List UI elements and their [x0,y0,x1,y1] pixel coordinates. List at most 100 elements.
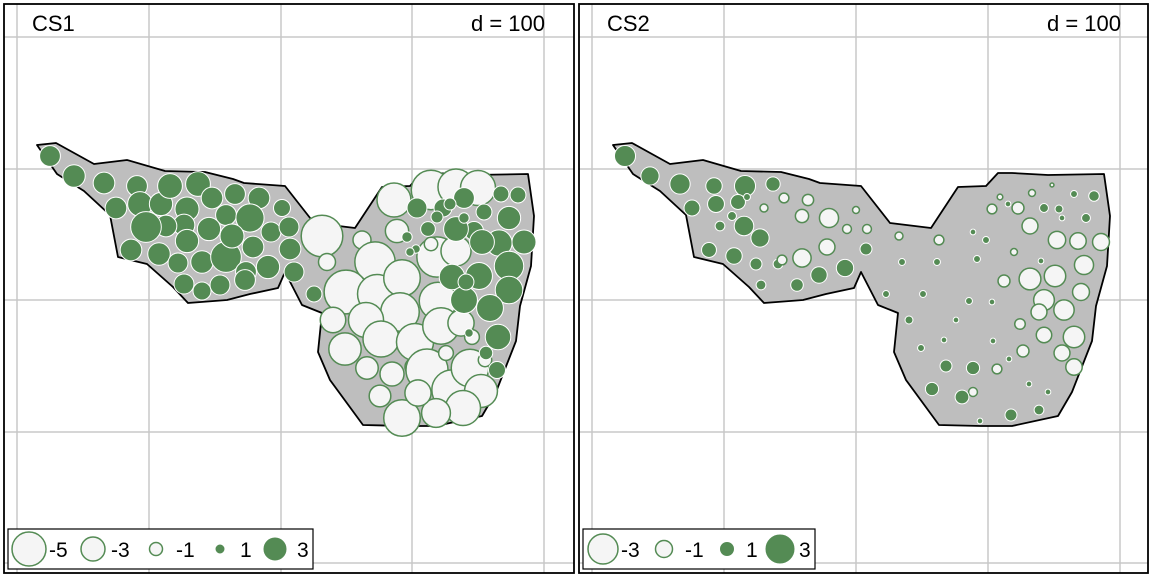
bubble-negative [1053,344,1071,362]
bubble-positive [1039,203,1049,213]
bubble-positive [965,297,973,305]
legend-symbol-neg-5 [11,531,47,567]
bubble-positive [940,336,948,344]
bubble-positive [1004,408,1018,422]
legend-label-neg-1: -1 [685,539,704,562]
bubble-negative [1091,232,1111,252]
bubble-negative [759,203,769,213]
bubble-positive [988,298,996,306]
bubble-positive [982,236,990,244]
bubble-negative [986,203,998,215]
legend-label-pos-1: 1 [240,539,252,562]
bubble-positive [755,279,767,291]
bubble-positive [219,223,245,249]
panel-cs1: CS1 d = 100 -5 -3 -1 1 3 [3,3,575,574]
bubble-negative [967,386,979,398]
bubble-positive [192,281,212,301]
bubble-positive [919,290,927,298]
panel-title-cs1: CS1 [32,11,75,36]
bubble-positive [898,258,906,266]
bubble-positive [273,199,291,217]
panel-title-cs2: CS2 [607,11,650,36]
bubble-positive [1088,190,1100,202]
bubble-negative [300,214,344,258]
bubble-negative [818,238,836,256]
legend-symbol-pos-1 [719,541,735,557]
bubble-negative [818,207,840,229]
bubble-negative [362,320,400,358]
bubble-positive [1025,380,1033,388]
bubble-positive [965,360,981,376]
bubble-positive [147,242,171,266]
bubble-negative [404,379,432,407]
panel-frame-cs2 [578,3,1149,574]
bubble-positive [859,242,873,256]
panel-frame-cs1 [3,3,575,574]
bubble-positive [283,261,305,283]
bubble-positive [750,228,770,248]
bubble-negative [317,252,337,272]
bubble-positive [475,203,493,221]
bubble-positive [260,221,282,243]
scale-label-cs2: d = 100 [1047,11,1121,36]
bubble-positive [173,273,195,295]
bubble-positive [835,258,855,278]
bubbles-cs2 [613,144,1111,425]
bubble-negative [933,234,945,246]
bubble-negative [1049,182,1055,188]
bubble-negative [801,193,815,207]
bubble-negative [1030,303,1048,321]
bubble-positive [450,286,478,314]
bubble-positive [989,337,997,345]
bubble-positive [476,294,504,322]
bubble-negative [355,356,379,380]
bubble-positive [743,193,751,201]
bubble-positive [511,229,537,255]
bubble-positive [174,228,200,254]
bubble-positive [484,323,512,351]
bubble-positive [167,252,189,274]
bubble-positive [669,173,691,195]
bubble-negative [997,274,1011,288]
bubble-positive [707,195,725,213]
bubble-negative [382,258,422,298]
bubble-positive [1058,214,1066,222]
bubble-negative [1073,254,1095,276]
bubble-positive [119,238,143,262]
bubble-positive [430,210,444,224]
bubble-positive [640,166,660,186]
bubble-negative [991,363,1003,375]
bubble-negative [1047,230,1067,250]
bubble-positive [904,315,914,325]
bubble-positive [405,247,415,257]
bubble-negative [1069,232,1087,250]
bubble-positive [1037,257,1045,265]
bubble-negative [319,306,347,334]
bubble-positive [790,278,804,292]
bubble-positive [200,186,224,210]
bubbles-cs1 [39,145,537,438]
bubble-positive [976,417,984,425]
bubble-positive [443,197,457,211]
bubble-positive [406,197,428,219]
bubble-negative [1013,317,1027,331]
bubble-positive [494,275,524,305]
bubble-positive [882,290,890,298]
bubble-negative [1071,282,1091,302]
bubble-positive [1070,190,1078,198]
bubble-negative [841,223,853,235]
legend-label-neg-1: -1 [176,539,195,562]
bubble-positive [278,216,300,238]
bubble-positive [765,176,781,192]
bubble-positive [157,173,183,199]
bubble-positive [973,255,981,263]
bubble-negative [861,223,873,235]
bubble-positive [401,231,413,243]
bubble-positive [714,220,726,232]
legend-label-neg-3: -3 [111,539,130,562]
bubble-positive [62,164,86,188]
bubble-negative [368,384,392,408]
bubble-positive [457,273,475,291]
bubble-positive [810,266,828,284]
bubble-positive [683,199,701,217]
